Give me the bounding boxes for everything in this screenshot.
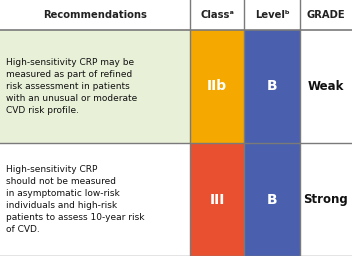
Bar [244,30,300,143]
Text: IIb: IIb [207,80,227,93]
Bar [0,30,190,143]
Bar [0,0,352,30]
Bar [300,30,352,143]
Text: Levelᵇ: Levelᵇ [254,10,289,20]
Bar [190,143,244,256]
Bar [0,143,190,256]
Text: III: III [209,193,225,207]
Text: High-sensitivity CRP may be
measured as part of refined
risk assessment in patie: High-sensitivity CRP may be measured as … [6,58,137,115]
Text: Classᵃ: Classᵃ [200,10,234,20]
Bar [244,143,300,256]
Text: Strong: Strong [304,193,348,206]
Text: Recommendations: Recommendations [43,10,147,20]
Text: B: B [267,193,277,207]
Bar [190,30,244,143]
Bar [300,143,352,256]
Text: Weak: Weak [308,80,344,93]
Text: High-sensitivity CRP
should not be measured
in asymptomatic low-risk
individuals: High-sensitivity CRP should not be measu… [6,165,145,234]
Text: GRADE: GRADE [307,10,345,20]
Text: B: B [267,80,277,93]
